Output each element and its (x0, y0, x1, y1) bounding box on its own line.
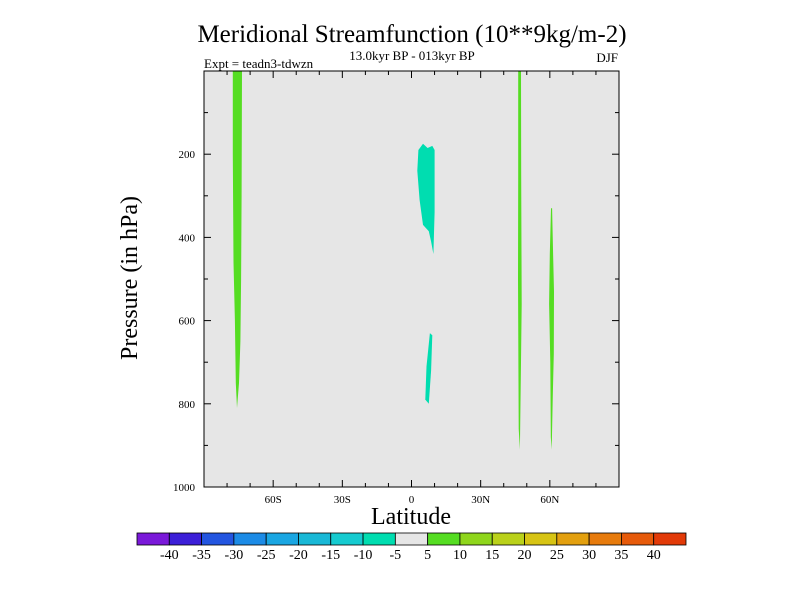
x-tick-label: 60N (540, 494, 559, 506)
colorbar-swatch (556, 532, 590, 546)
colorbar-swatch (491, 532, 525, 546)
plot-area (204, 71, 619, 487)
colorbar: -40 -35 -30 -25 -20 -15 -10 -5 5 10 15 20 25 30 35 40 (136, 532, 687, 563)
colorbar-label: 40 (647, 548, 661, 563)
colorbar-swatch (588, 532, 622, 546)
y-axis: 200 400 600 800 1000 (173, 70, 619, 494)
colorbar-label: -40 (160, 548, 179, 563)
colorbar-swatch (298, 532, 332, 546)
colorbar-swatch (427, 532, 461, 546)
season-label: DJF (596, 50, 618, 65)
colorbar-swatch (653, 532, 687, 546)
colorbar-swatch (265, 532, 299, 546)
colorbar-label: -10 (354, 548, 373, 563)
colorbar-label: -20 (289, 548, 308, 563)
x-tick-label: 60S (265, 494, 282, 506)
y-tick-label: 600 (179, 316, 196, 328)
x-tick-label: 0 (409, 494, 415, 506)
colorbar-swatch (136, 532, 170, 546)
colorbar-label: 10 (453, 548, 467, 563)
x-tick-label: 30S (334, 494, 351, 506)
positive-5-10-47n-column (518, 71, 522, 450)
chart-title: Meridional Streamfunction (10**9kg/m-2) (197, 21, 626, 48)
contour-regions (232, 71, 554, 450)
x-axis-label: Latitude (371, 504, 451, 530)
colorbar-label: -30 (225, 548, 244, 563)
colorbar-label: -5 (390, 548, 402, 563)
colorbar-swatch (621, 532, 655, 546)
colorbar-label: -15 (321, 548, 340, 563)
x-axis: 60S 30S 0 30N 60N (203, 71, 620, 506)
colorbar-swatch (524, 532, 558, 546)
colorbar-swatch (362, 532, 396, 546)
y-tick-label: 200 (179, 149, 196, 161)
negative-10-5-lower-equatorial (425, 333, 433, 404)
colorbar-label: 5 (424, 548, 431, 563)
colorbar-swatch (201, 532, 235, 546)
negative-10-5-upper-equatorial (417, 143, 435, 254)
colorbar-label: -25 (257, 548, 276, 563)
colorbar-label: 30 (582, 548, 596, 563)
colorbar-swatch (330, 532, 364, 546)
positive-5-10-60s-column (232, 71, 242, 408)
colorbar-swatch (233, 532, 267, 546)
y-axis-label: Pressure (in hPa) (117, 196, 143, 360)
colorbar-label: 15 (485, 548, 499, 563)
colorbar-label: 20 (518, 548, 532, 563)
colorbar-label: 25 (550, 548, 564, 563)
colorbar-label: 35 (614, 548, 628, 563)
y-tick-label: 800 (179, 399, 196, 411)
y-tick-label: 1000 (173, 482, 196, 494)
chart-subtitle: 13.0kyr BP - 013kyr BP (349, 48, 475, 63)
y-tick-label: 400 (179, 232, 196, 244)
positive-5-10-60n-column (549, 208, 554, 450)
colorbar-label: -35 (192, 548, 211, 563)
colorbar-swatch (459, 532, 493, 546)
experiment-label: Expt = teadn3-tdwzn (204, 56, 314, 71)
colorbar-swatch (168, 532, 202, 546)
x-tick-label: 30N (471, 494, 490, 506)
colorbar-swatch (394, 532, 429, 546)
